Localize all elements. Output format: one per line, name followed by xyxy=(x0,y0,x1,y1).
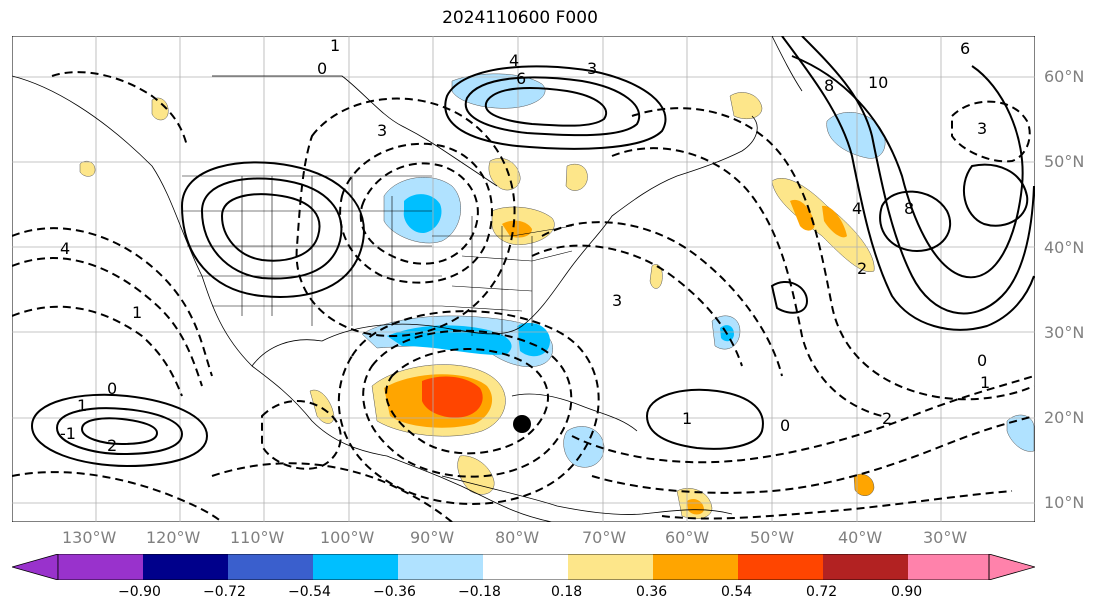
colorbar-tick-label: 0.54 xyxy=(721,584,753,600)
colorbar-tick-label: −0.90 xyxy=(118,584,161,600)
contour-label: 3 xyxy=(612,291,622,310)
lat-label: 50°N xyxy=(1044,152,1085,171)
contour-label: 8 xyxy=(904,199,914,218)
contour-label: 4 xyxy=(509,51,519,70)
lon-label: 80°W xyxy=(495,528,540,547)
map-title: 2024110600 F000 xyxy=(442,8,598,28)
lon-label: 120°W xyxy=(146,528,201,547)
contour-label: 0 xyxy=(107,379,117,398)
cool-anomaly-lakes-core xyxy=(403,194,442,234)
lon-label: 50°W xyxy=(750,528,795,547)
contour-label: 2 xyxy=(857,259,867,278)
colorbar-segment xyxy=(58,554,143,580)
contour-label: 0 xyxy=(977,351,987,370)
colorbar-segment xyxy=(568,554,653,580)
colorbar-segment xyxy=(228,554,313,580)
colorbar-extend-low xyxy=(12,554,59,580)
warm-anomaly-mid-atlantic xyxy=(649,264,663,289)
contour-label: 3 xyxy=(977,119,987,138)
warm-anomaly-atlantic-core-2 xyxy=(822,205,847,238)
lon-label: 110°W xyxy=(230,528,285,547)
contour-label: 8 xyxy=(824,76,834,95)
colorbar-tick-label: 0.18 xyxy=(551,584,583,600)
warm-anomaly-labrador xyxy=(729,92,763,119)
warm-anomaly-central-america xyxy=(457,455,495,495)
lat-label: 10°N xyxy=(1044,493,1085,512)
contour-labels: 1 0 4 6 3 6 10 8 3 8 4 3 4 3 1 2 0 1 2 -… xyxy=(60,36,990,455)
contour-label: 1 xyxy=(330,36,340,55)
colorbar-tick-label: −0.54 xyxy=(288,584,331,600)
warm-anomaly-pacific xyxy=(151,97,169,121)
colorbar-tick-label: −0.72 xyxy=(203,584,246,600)
colorbar-segment xyxy=(313,554,398,580)
lon-label: 60°W xyxy=(665,528,710,547)
warm-anomaly-quebec-2 xyxy=(565,163,588,191)
colorbar xyxy=(12,554,1035,580)
coastlines xyxy=(12,36,803,522)
warm-anomaly-northeast-core xyxy=(502,220,532,238)
contour-label: 1 xyxy=(132,303,142,322)
contour-label: 0 xyxy=(780,416,790,435)
contour-label: 6 xyxy=(960,39,970,58)
lat-label: 60°N xyxy=(1044,67,1085,86)
lon-label: 40°W xyxy=(838,528,883,547)
contour-label: -1 xyxy=(60,424,76,443)
colorbar-tick-label: 0.72 xyxy=(806,584,838,600)
lon-label: 100°W xyxy=(320,528,375,547)
contour-label: 2 xyxy=(107,436,117,455)
contour-label: 4 xyxy=(852,199,862,218)
contour-label: 3 xyxy=(587,59,597,78)
colorbar-tick-label: 0.90 xyxy=(891,584,923,600)
cool-anomaly-east-core xyxy=(517,322,550,357)
lon-label: 130°W xyxy=(62,528,117,547)
contour-label: 4 xyxy=(60,239,70,258)
storm-center-marker xyxy=(513,415,531,433)
contours-negative xyxy=(12,71,1035,522)
contour-label: 1 xyxy=(77,396,87,415)
map-panel: 1 0 4 6 3 6 10 8 3 8 4 3 4 3 1 2 0 1 2 -… xyxy=(12,36,1035,522)
lon-label: 30°W xyxy=(923,528,968,547)
colorbar-segment xyxy=(143,554,228,580)
colorbar-segment xyxy=(823,554,908,580)
colorbar-segment xyxy=(653,554,738,580)
lon-label: 70°W xyxy=(582,528,627,547)
contour-label: 1 xyxy=(980,373,990,392)
lat-label: 20°N xyxy=(1044,408,1085,427)
colorbar-segment xyxy=(908,554,989,580)
colorbar-tick-label: −0.36 xyxy=(373,584,416,600)
contour-label: 6 xyxy=(516,69,526,88)
colorbar-extend-high xyxy=(988,554,1035,580)
contour-label: 10 xyxy=(868,73,888,92)
cool-anomaly-hudson xyxy=(451,73,546,109)
warm-anomaly-pacific-2 xyxy=(79,160,96,177)
contour-label: 3 xyxy=(377,121,387,140)
lat-label: 40°N xyxy=(1044,238,1085,257)
warm-anomaly-atlantic-core xyxy=(790,199,815,231)
contours-positive xyxy=(30,36,1035,468)
warm-anomaly-gulf-inner xyxy=(422,376,483,418)
lon-label: 90°W xyxy=(410,528,455,547)
lat-label: 30°N xyxy=(1044,323,1085,342)
colorbar-segment xyxy=(398,554,483,580)
contour-label: 1 xyxy=(682,409,692,428)
cool-anomaly-east-edge xyxy=(1006,414,1035,452)
warm-anomaly-mexico-pacific xyxy=(309,389,335,424)
colorbar-segment xyxy=(738,554,823,580)
cool-anomaly-north-atlantic xyxy=(826,112,886,159)
warm-anomaly-quebec xyxy=(488,158,521,191)
contour-label: 0 xyxy=(317,59,327,78)
contour-label: 2 xyxy=(882,409,892,428)
colorbar-tick-label: 0.36 xyxy=(636,584,668,600)
colorbar-segment xyxy=(483,554,568,580)
graticule xyxy=(12,36,1035,522)
colorbar-tick-label: −0.18 xyxy=(458,584,501,600)
